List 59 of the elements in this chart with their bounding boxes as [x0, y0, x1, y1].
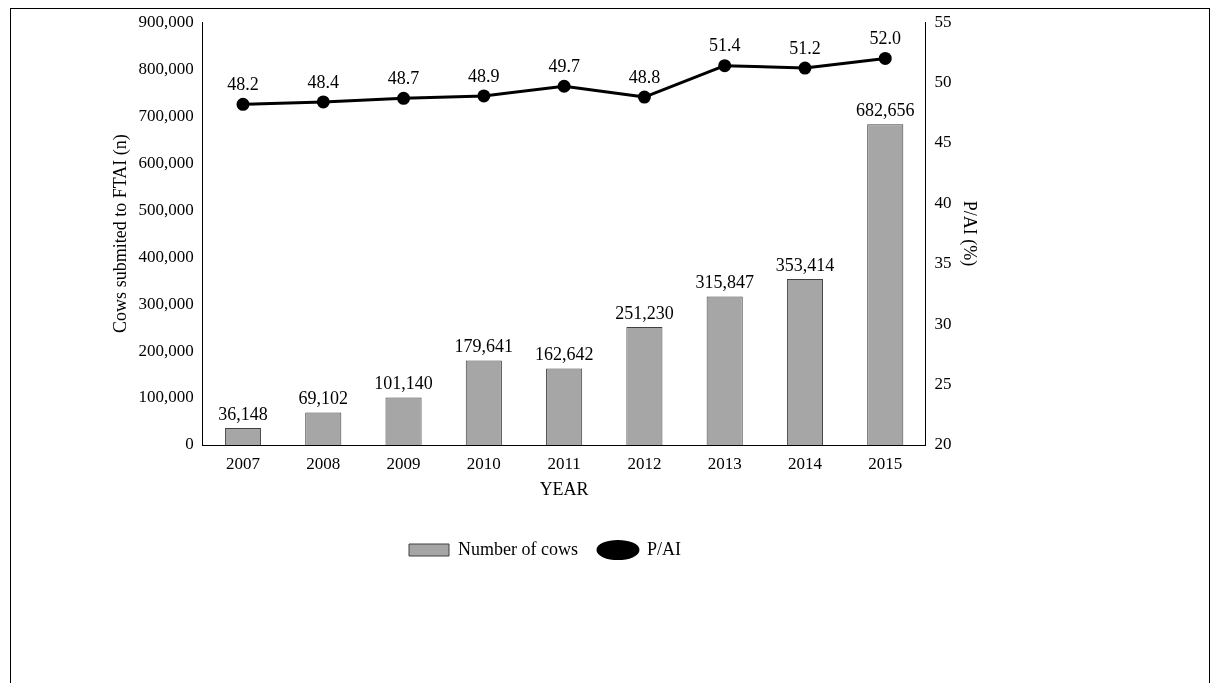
- data-label: 162,642: [534, 344, 594, 365]
- y2-tick-label: 20: [934, 434, 952, 454]
- data-label: 682,656: [856, 100, 915, 121]
- data-label: 48.7: [387, 68, 420, 89]
- data-label: 36,148: [218, 403, 268, 424]
- legend-label: P/AI: [646, 538, 681, 559]
- point: [637, 90, 651, 104]
- data-label: 51.4: [708, 35, 741, 56]
- point: [397, 91, 411, 105]
- data-label: 49.7: [548, 55, 580, 76]
- x-tick-label: 2014: [787, 453, 823, 473]
- y-tick-label: 600,000: [138, 152, 194, 172]
- point: [718, 59, 732, 73]
- data-label: 51.2: [789, 37, 821, 58]
- y-tick-label: 800,000: [138, 58, 194, 78]
- y2-tick-label: 25: [934, 374, 952, 394]
- data-label: 48.8: [628, 66, 661, 87]
- y-tick-label: 0: [185, 434, 194, 454]
- y2-tick-label: 45: [934, 132, 952, 152]
- data-label: 52.0: [869, 28, 902, 49]
- y2-tick-label: 30: [934, 313, 952, 333]
- x-tick-label: 2011: [547, 453, 581, 473]
- point: [236, 97, 250, 111]
- y-tick-label: 300,000: [138, 293, 194, 313]
- point: [557, 79, 571, 93]
- y-tick-label: 200,000: [138, 340, 194, 360]
- data-label: 179,641: [454, 336, 514, 357]
- data-label: 315,847: [695, 272, 754, 293]
- y2-tick-label: 35: [934, 253, 952, 273]
- x-tick-label: 2008: [306, 453, 341, 473]
- y2-tick-label: 50: [934, 72, 952, 92]
- x-axis-title: YEAR: [539, 478, 589, 499]
- data-label: 48.9: [468, 65, 500, 86]
- point: [798, 61, 812, 75]
- y2-axis-title: P/AI (%): [959, 200, 981, 267]
- x-tick-label: 2015: [868, 453, 903, 473]
- y-tick-label: 700,000: [138, 105, 194, 125]
- data-label: 251,230: [615, 302, 674, 323]
- data-label: 48.2: [227, 74, 259, 95]
- point: [878, 51, 892, 65]
- y-tick-label: 400,000: [138, 246, 194, 266]
- legend-label: Number of cows: [458, 538, 578, 559]
- y-tick-label: 500,000: [138, 199, 194, 219]
- x-tick-label: 2012: [627, 453, 662, 473]
- x-tick-label: 2010: [466, 453, 501, 473]
- point: [316, 95, 330, 109]
- x-tick-label: 2009: [386, 453, 421, 473]
- x-tick-label: 2007: [225, 453, 261, 473]
- y2-tick-label: 55: [934, 11, 952, 31]
- x-tick-label: 2013: [707, 453, 742, 473]
- y2-tick-label: 40: [934, 192, 952, 212]
- y-tick-label: 100,000: [138, 387, 194, 407]
- point: [477, 89, 491, 103]
- y-axis-title: Cows submited to FTAI (n): [109, 134, 131, 333]
- data-label: 48.4: [307, 71, 340, 92]
- data-label: 101,140: [374, 373, 433, 394]
- y-tick-label: 900,000: [138, 11, 194, 31]
- data-label: 353,414: [775, 254, 835, 275]
- data-label: 69,102: [298, 388, 349, 409]
